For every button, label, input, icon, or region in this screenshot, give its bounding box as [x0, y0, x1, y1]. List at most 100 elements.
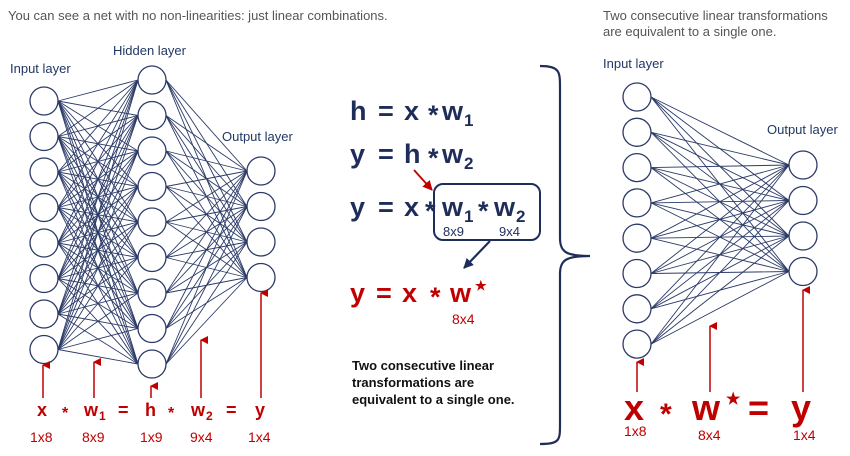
mid-eq4-eq: = [376, 278, 392, 308]
network-edge [651, 165, 789, 238]
network-edge [58, 80, 138, 172]
mid-eq4-dim: 8x4 [452, 311, 475, 327]
mid-eq2-op: * [428, 143, 439, 173]
eq-left-star2: * [168, 405, 175, 422]
mid-eq4-x: x [402, 278, 417, 308]
input-neuron [30, 158, 58, 186]
output-neuron [247, 157, 275, 185]
eq-left-eq2: = [226, 400, 237, 420]
eq-left-w1-sub: 1 [99, 409, 106, 423]
output-neuron [247, 264, 275, 292]
hidden-neuron [138, 137, 166, 165]
arrow-box-to-wstar [464, 241, 490, 268]
mid-eq3-w1-sub: 1 [464, 207, 473, 226]
eq-left-eq1: = [118, 400, 129, 420]
mid-eq4-sup: ★ [475, 278, 487, 293]
right-caption-line2: are equivalent to a single one. [603, 24, 776, 39]
mid-eq2-h: h [404, 139, 421, 169]
mid-eq2-sub: 2 [464, 154, 473, 173]
mid-eq1-w: w [441, 96, 464, 126]
mid-note-line2: transformations are [352, 375, 474, 390]
input-neuron [30, 265, 58, 293]
eq-right-star: * [660, 398, 672, 431]
network-edge [651, 201, 789, 345]
left-output-layer-label: Output layer [222, 129, 293, 144]
mid-eq1-lhs: h [350, 96, 367, 126]
hidden-neuron [138, 102, 166, 130]
mid-eq3-w1: w [441, 192, 464, 222]
hidden-neuron [138, 208, 166, 236]
input-neuron [623, 189, 651, 217]
mid-eq1-sub: 1 [464, 111, 473, 130]
mid-eq2-w: w [441, 139, 464, 169]
dim-right-y: 1x4 [793, 427, 816, 443]
dim-left-h: 1x9 [140, 429, 163, 445]
input-neuron [30, 194, 58, 222]
input-neuron [30, 229, 58, 257]
input-neuron [623, 260, 651, 288]
output-neuron [789, 258, 817, 286]
eq-left-w1: w [83, 400, 99, 420]
network-edge [651, 165, 789, 274]
input-neuron [623, 295, 651, 323]
eq-left-star1: * [62, 405, 69, 422]
network-edge [58, 80, 138, 243]
network-edge [651, 165, 789, 309]
input-neuron [30, 123, 58, 151]
eq-left-x: x [37, 400, 47, 420]
network-edge [58, 80, 138, 314]
hidden-neuron [138, 315, 166, 343]
input-neuron [623, 83, 651, 111]
eq-right-x: x [624, 387, 644, 428]
dim-right-wstar: 8x4 [698, 427, 721, 443]
output-neuron [789, 187, 817, 215]
eq-right-w: w [691, 387, 721, 428]
mid-eq3-eq: = [378, 192, 394, 222]
left-caption: You can see a net with no non-linearitie… [8, 8, 388, 23]
right-input-layer-label: Input layer [603, 56, 664, 71]
eq-right-sup: ★ [726, 391, 741, 408]
mid-eq2-eq: = [378, 139, 394, 169]
hidden-neuron [138, 173, 166, 201]
hidden-neuron [138, 244, 166, 272]
dim-right-x: 1x8 [624, 423, 647, 439]
mid-eq3-op2: * [478, 196, 489, 226]
left-network [30, 66, 275, 378]
eq-left-h: h [145, 400, 156, 420]
network-edge [651, 165, 789, 344]
left-input-layer-label: Input layer [10, 61, 71, 76]
mid-note-line1: Two consecutive linear [352, 358, 494, 373]
network-edge [58, 80, 138, 101]
input-neuron [30, 87, 58, 115]
input-neuron [30, 336, 58, 364]
mid-eq3-lhs: y [350, 192, 365, 222]
arrow-h-to-box [414, 170, 432, 190]
curly-brace [540, 66, 590, 444]
output-neuron [789, 151, 817, 179]
mid-eq3-dim1: 8x9 [443, 224, 464, 239]
mid-note-line3: equivalent to a single one. [352, 392, 515, 407]
dim-left-w1: 8x9 [82, 429, 105, 445]
input-neuron [623, 154, 651, 182]
eq-left-w2: w [190, 400, 206, 420]
output-neuron [789, 222, 817, 250]
network-edge [651, 236, 789, 344]
eq-left-y: y [255, 400, 265, 420]
right-output-layer-label: Output layer [767, 122, 838, 137]
mid-eq1-op: * [428, 100, 439, 130]
output-neuron [247, 228, 275, 256]
input-neuron [623, 330, 651, 358]
mid-eq4-w: w [449, 278, 472, 308]
mid-eq4-op: * [430, 282, 441, 312]
input-neuron [623, 224, 651, 252]
network-edge [651, 132, 789, 165]
hidden-neuron [138, 279, 166, 307]
network-edge [651, 272, 789, 345]
eq-right-eq: = [748, 387, 769, 428]
mid-eq1-eq: = [378, 96, 394, 126]
network-edge [651, 165, 789, 203]
right-caption-line1: Two consecutive linear transformations [603, 8, 828, 23]
network-edge [651, 165, 789, 168]
eq-right-y: y [791, 387, 811, 428]
